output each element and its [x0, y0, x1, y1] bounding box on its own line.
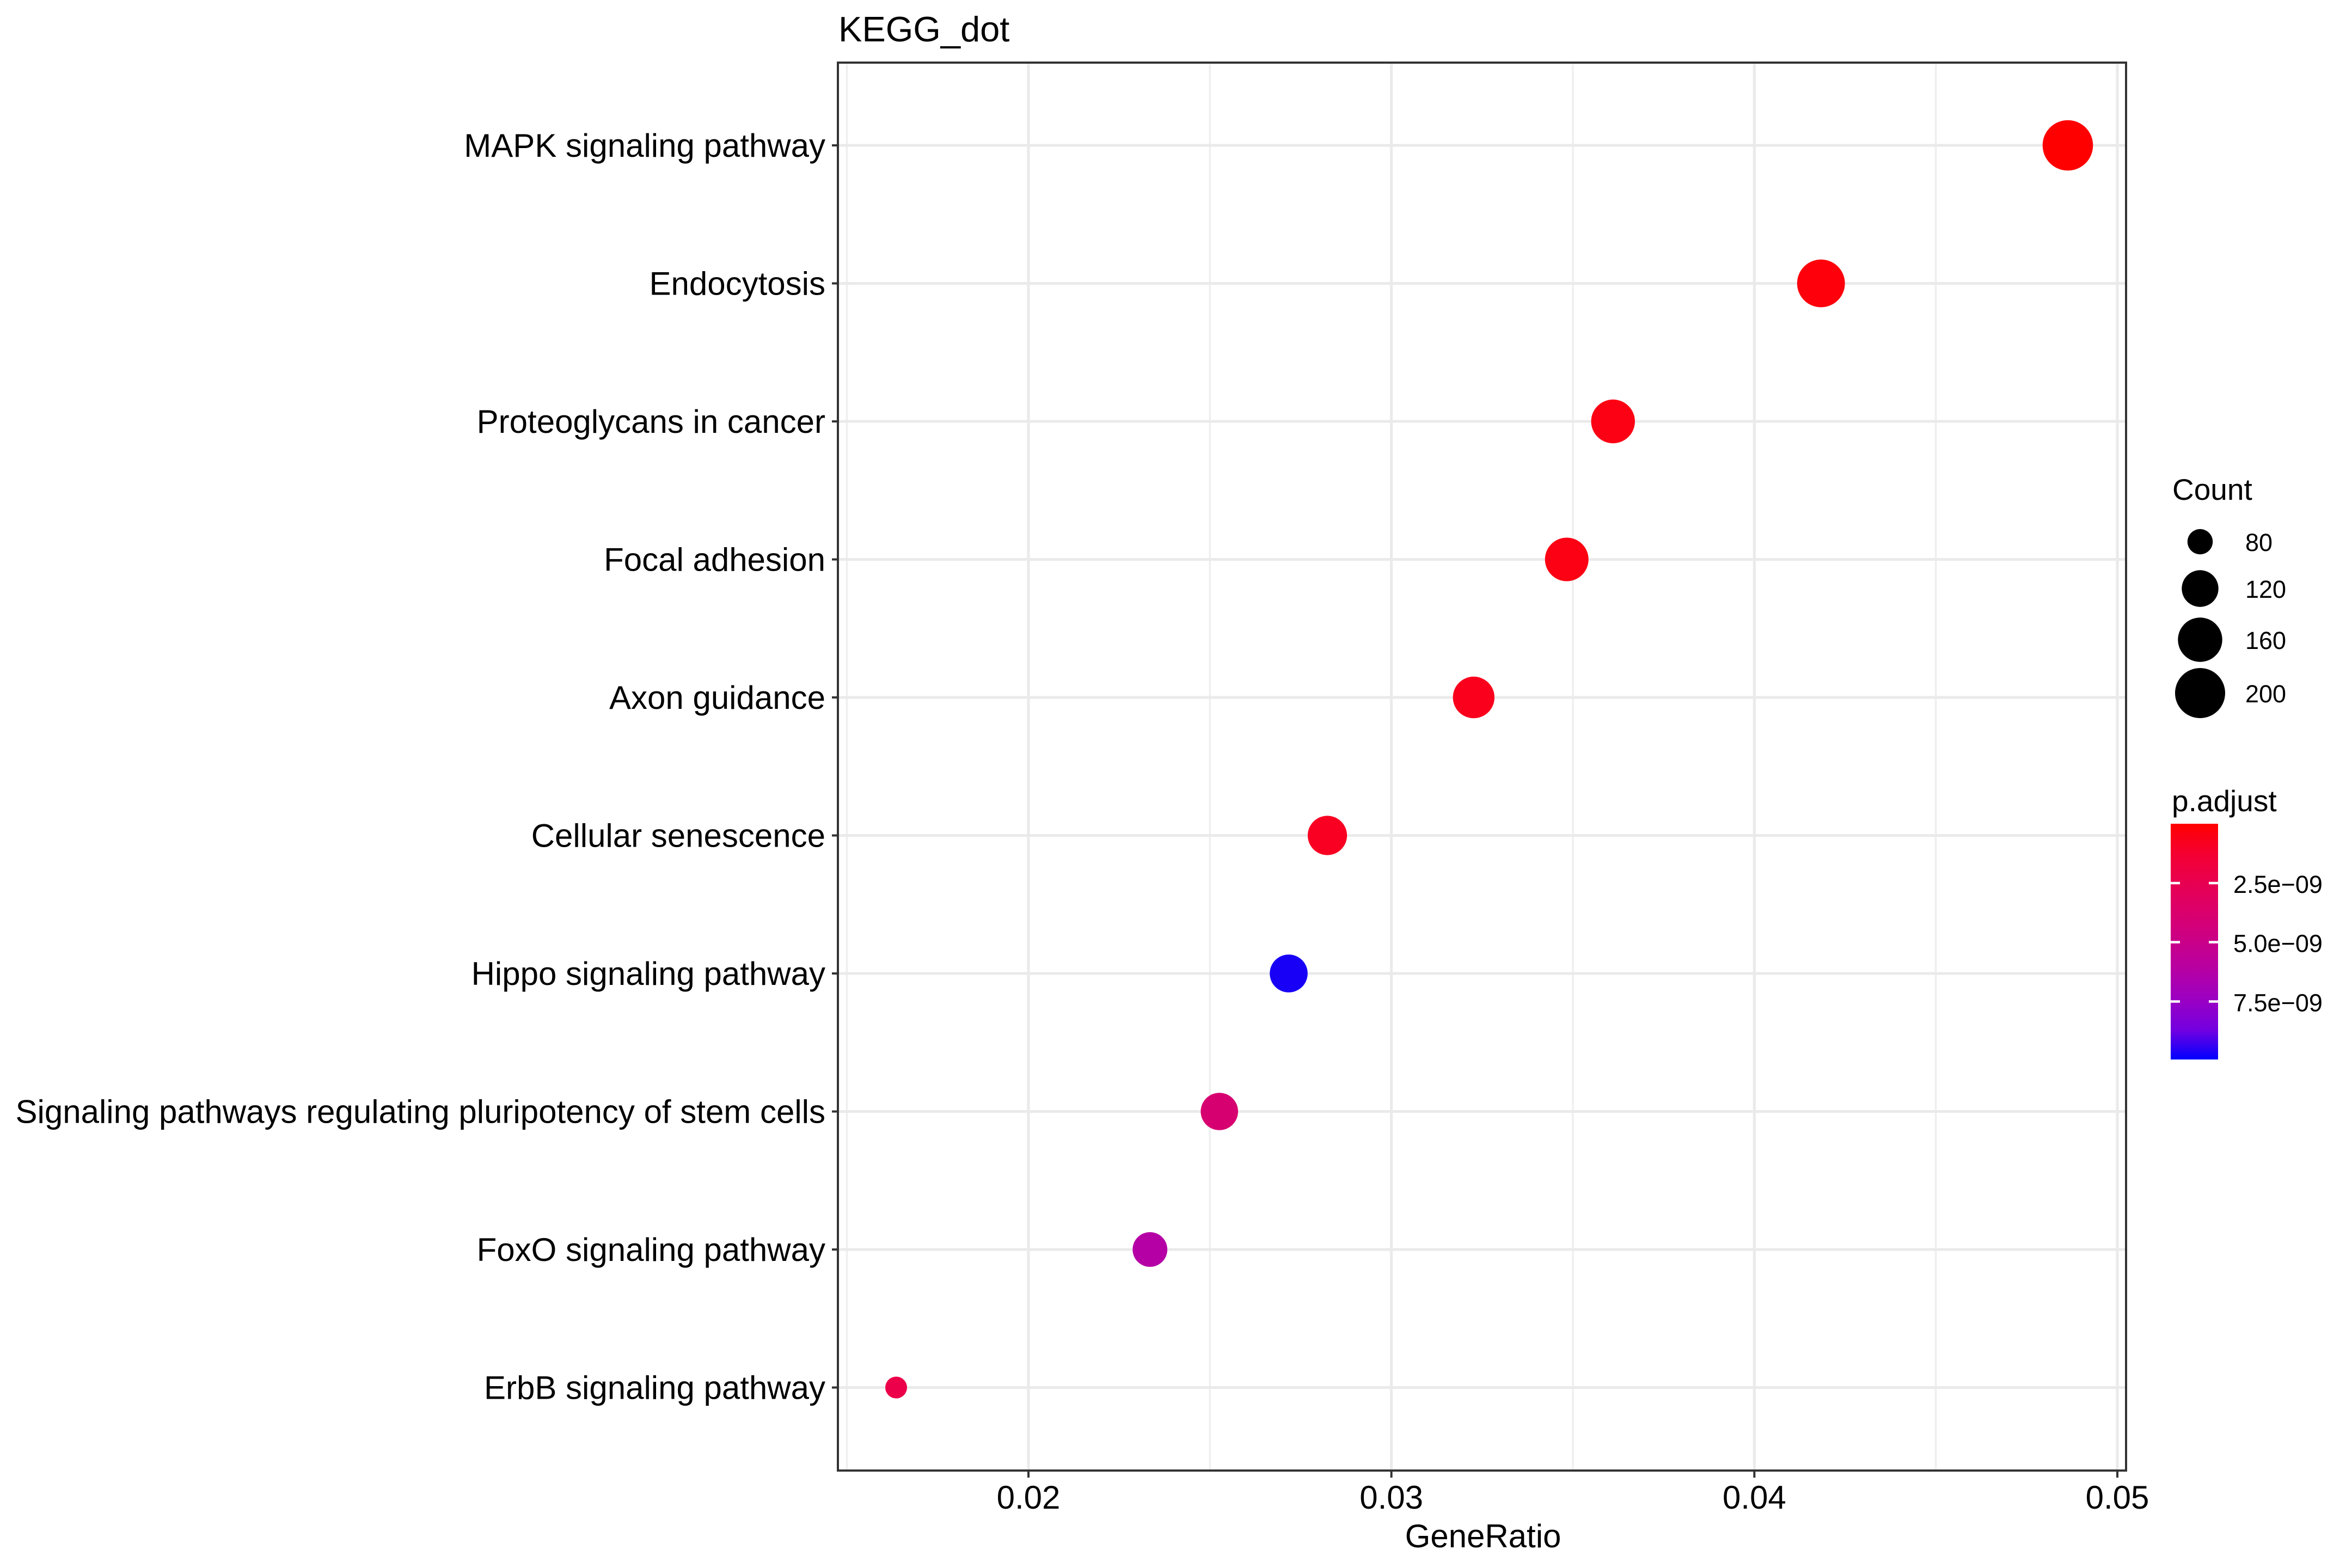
svg-text:2.5e−09: 2.5e−09: [2233, 871, 2323, 898]
svg-text:Hippo signaling pathway: Hippo signaling pathway: [471, 955, 825, 992]
svg-text:7.5e−09: 7.5e−09: [2233, 989, 2323, 1017]
svg-text:Focal adhesion: Focal adhesion: [604, 542, 825, 578]
svg-text:Cellular senescence: Cellular senescence: [531, 818, 825, 854]
svg-text:Count: Count: [2172, 473, 2252, 506]
svg-text:0.05: 0.05: [2086, 1479, 2149, 1516]
svg-text:200: 200: [2245, 680, 2286, 708]
svg-text:160: 160: [2245, 627, 2286, 654]
svg-text:Proteoglycans in cancer: Proteoglycans in cancer: [477, 403, 825, 440]
svg-text:KEGG_dot: KEGG_dot: [838, 9, 1009, 49]
svg-text:Signaling pathways regulating: Signaling pathways regulating pluripoten…: [16, 1094, 826, 1130]
svg-text:5.0e−09: 5.0e−09: [2233, 930, 2323, 958]
svg-text:MAPK signaling pathway: MAPK signaling pathway: [464, 127, 825, 164]
svg-text:GeneRatio: GeneRatio: [1405, 1518, 1561, 1554]
svg-text:0.04: 0.04: [1723, 1479, 1786, 1516]
svg-text:Axon guidance: Axon guidance: [609, 679, 825, 716]
svg-text:80: 80: [2245, 529, 2273, 556]
svg-text:Endocytosis: Endocytosis: [650, 266, 826, 302]
svg-text:ErbB signaling pathway: ErbB signaling pathway: [484, 1370, 825, 1406]
svg-text:120: 120: [2245, 575, 2286, 603]
svg-text:0.03: 0.03: [1359, 1479, 1423, 1516]
svg-text:0.02: 0.02: [997, 1479, 1061, 1516]
svg-text:p.adjust: p.adjust: [2172, 784, 2277, 818]
svg-text:FoxO signaling pathway: FoxO signaling pathway: [477, 1232, 825, 1268]
